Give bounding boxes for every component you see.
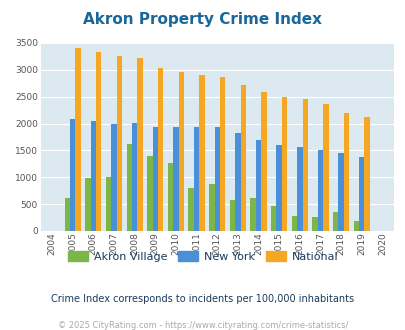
- Bar: [116, 56, 121, 231]
- Bar: [343, 113, 348, 231]
- Bar: [312, 217, 317, 231]
- Bar: [96, 52, 101, 231]
- Bar: [291, 216, 296, 231]
- Bar: [353, 221, 358, 231]
- Bar: [75, 48, 81, 231]
- Bar: [199, 75, 204, 231]
- Bar: [111, 124, 116, 231]
- Text: © 2025 CityRating.com - https://www.cityrating.com/crime-statistics/: © 2025 CityRating.com - https://www.city…: [58, 321, 347, 330]
- Bar: [260, 92, 266, 231]
- Bar: [338, 152, 343, 231]
- Bar: [194, 127, 199, 231]
- Bar: [64, 198, 70, 231]
- Bar: [271, 206, 276, 231]
- Bar: [188, 188, 194, 231]
- Bar: [173, 127, 178, 231]
- Bar: [90, 121, 96, 231]
- Bar: [276, 145, 281, 231]
- Bar: [158, 68, 163, 231]
- Bar: [220, 77, 225, 231]
- Bar: [281, 97, 286, 231]
- Bar: [250, 198, 255, 231]
- Bar: [302, 99, 307, 231]
- Bar: [209, 184, 214, 231]
- Bar: [255, 140, 260, 231]
- Bar: [167, 163, 173, 231]
- Bar: [332, 212, 338, 231]
- Text: Crime Index corresponds to incidents per 100,000 inhabitants: Crime Index corresponds to incidents per…: [51, 294, 354, 304]
- Bar: [296, 147, 302, 231]
- Bar: [322, 104, 328, 231]
- Bar: [85, 178, 90, 231]
- Bar: [126, 145, 132, 231]
- Bar: [178, 73, 183, 231]
- Bar: [214, 127, 220, 231]
- Bar: [358, 157, 364, 231]
- Bar: [152, 127, 158, 231]
- Bar: [229, 200, 234, 231]
- Bar: [317, 150, 322, 231]
- Bar: [147, 156, 152, 231]
- Bar: [240, 85, 245, 231]
- Bar: [364, 117, 369, 231]
- Bar: [234, 133, 240, 231]
- Text: Akron Property Crime Index: Akron Property Crime Index: [83, 12, 322, 26]
- Bar: [106, 177, 111, 231]
- Legend: Akron Village, New York, National: Akron Village, New York, National: [64, 247, 341, 267]
- Bar: [137, 58, 142, 231]
- Bar: [132, 123, 137, 231]
- Bar: [70, 119, 75, 231]
